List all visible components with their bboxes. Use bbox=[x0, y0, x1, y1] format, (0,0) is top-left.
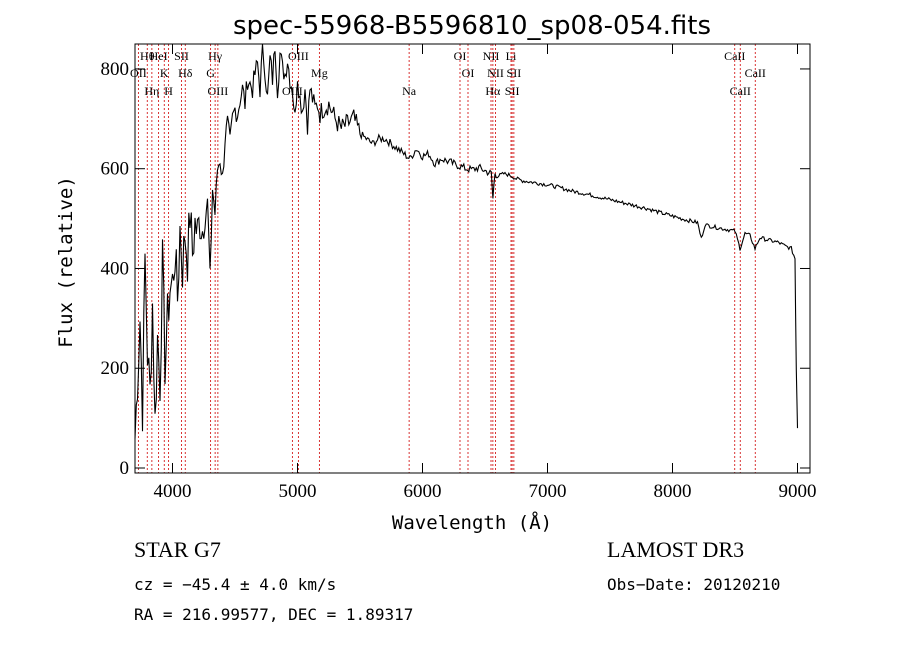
spectrum-line bbox=[134, 43, 799, 439]
survey-label: LAMOST DR3 bbox=[607, 537, 745, 562]
x-axis-label: Wavelength (Å) bbox=[392, 511, 552, 534]
spectral-line-label: Li bbox=[506, 49, 517, 63]
spectral-line-label: K bbox=[160, 66, 169, 80]
spectral-line-label: CaII bbox=[745, 66, 766, 80]
spectral-line-label: OII bbox=[130, 66, 147, 80]
spectral-line-label: G bbox=[206, 66, 215, 80]
y-tick-label: 800 bbox=[101, 59, 130, 80]
x-tick-label: 9000 bbox=[779, 481, 817, 502]
y-tick-label: 600 bbox=[101, 159, 130, 180]
spectral-line-label: HeI bbox=[150, 49, 168, 63]
x-tick-label: 6000 bbox=[404, 481, 442, 502]
y-axis-label: Flux (relative) bbox=[55, 176, 77, 348]
x-tick-label: 8000 bbox=[654, 481, 692, 502]
coordinates-label: RA = 216.99577, DEC = 1.89317 bbox=[134, 605, 414, 624]
spectral-line-label: CaII bbox=[730, 84, 751, 98]
spectral-line-label: Hη bbox=[144, 84, 159, 98]
plot-frame bbox=[134, 43, 811, 474]
classification-label: STAR G7 bbox=[134, 537, 221, 562]
x-tick-label: 4000 bbox=[154, 481, 192, 502]
spectral-line-label: NII bbox=[483, 49, 500, 63]
spectral-line-label: Na bbox=[402, 84, 417, 98]
spectral-line-label: Hθ bbox=[140, 49, 155, 63]
x-tick-label: 7000 bbox=[529, 481, 567, 502]
spectral-line-label: Hδ bbox=[178, 66, 193, 80]
spectral-line-label: OI bbox=[454, 49, 467, 63]
y-tick-label: 200 bbox=[101, 358, 130, 379]
spectral-line-label: Hα bbox=[485, 84, 501, 98]
spectral-line-label: Mg bbox=[311, 66, 328, 80]
spectral-line-label: CaII bbox=[724, 49, 745, 63]
y-tick-label: 400 bbox=[101, 258, 130, 279]
spectral-line-label: OIII bbox=[288, 49, 309, 63]
chart-title: spec-55968-B5596810_sp08-054.fits bbox=[233, 11, 711, 41]
ticks-layer: 4000 5000 6000 7000 8000 9000 0 200 400 600 800 bbox=[101, 44, 817, 502]
spectral-lines-layer: HθOIIHηHeIKHSIIHδOIIIHγGOIIIOIIIMgNaOIOI… bbox=[130, 44, 766, 473]
spectral-line-label: Hγ bbox=[208, 49, 223, 63]
spectral-line-label: OIII bbox=[208, 84, 229, 98]
redshift-label: cz = −45.4 ± 4.0 km/s bbox=[134, 575, 337, 594]
spectral-line-label: NII bbox=[487, 66, 504, 80]
y-tick-label: 0 bbox=[120, 458, 130, 479]
spectral-line-label: H bbox=[164, 84, 173, 98]
spectral-line-label: SII bbox=[174, 49, 189, 63]
spectral-line-label: SII bbox=[505, 84, 520, 98]
x-tick-label: 5000 bbox=[279, 481, 317, 502]
obs-date-label: Obs−Date: 20120210 bbox=[607, 575, 781, 594]
spectral-line-label: OI bbox=[462, 66, 475, 80]
spectral-line-label: SII bbox=[507, 66, 522, 80]
